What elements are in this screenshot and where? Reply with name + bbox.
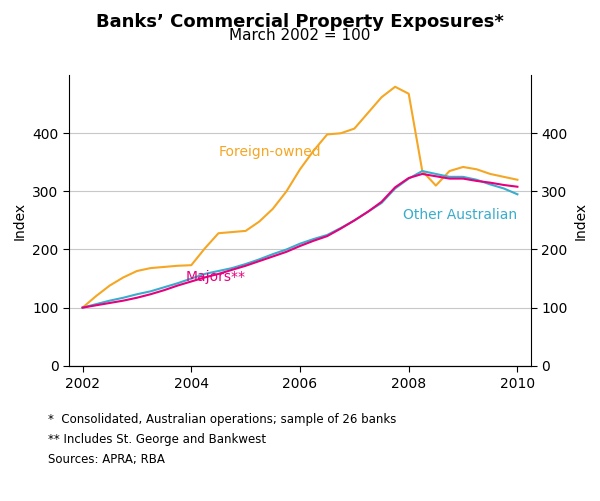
Text: ** Includes St. George and Bankwest: ** Includes St. George and Bankwest (48, 433, 266, 446)
Text: March 2002 = 100: March 2002 = 100 (229, 28, 371, 43)
Y-axis label: Index: Index (13, 201, 26, 239)
Text: Sources: APRA; RBA: Sources: APRA; RBA (48, 453, 165, 466)
Text: Banks’ Commercial Property Exposures*: Banks’ Commercial Property Exposures* (96, 13, 504, 31)
Text: Foreign-owned: Foreign-owned (218, 145, 321, 159)
Text: Majors**: Majors** (186, 271, 246, 285)
Y-axis label: Index: Index (574, 201, 587, 239)
Text: *  Consolidated, Australian operations; sample of 26 banks: * Consolidated, Australian operations; s… (48, 413, 397, 426)
Text: Other Australian: Other Australian (403, 207, 517, 221)
